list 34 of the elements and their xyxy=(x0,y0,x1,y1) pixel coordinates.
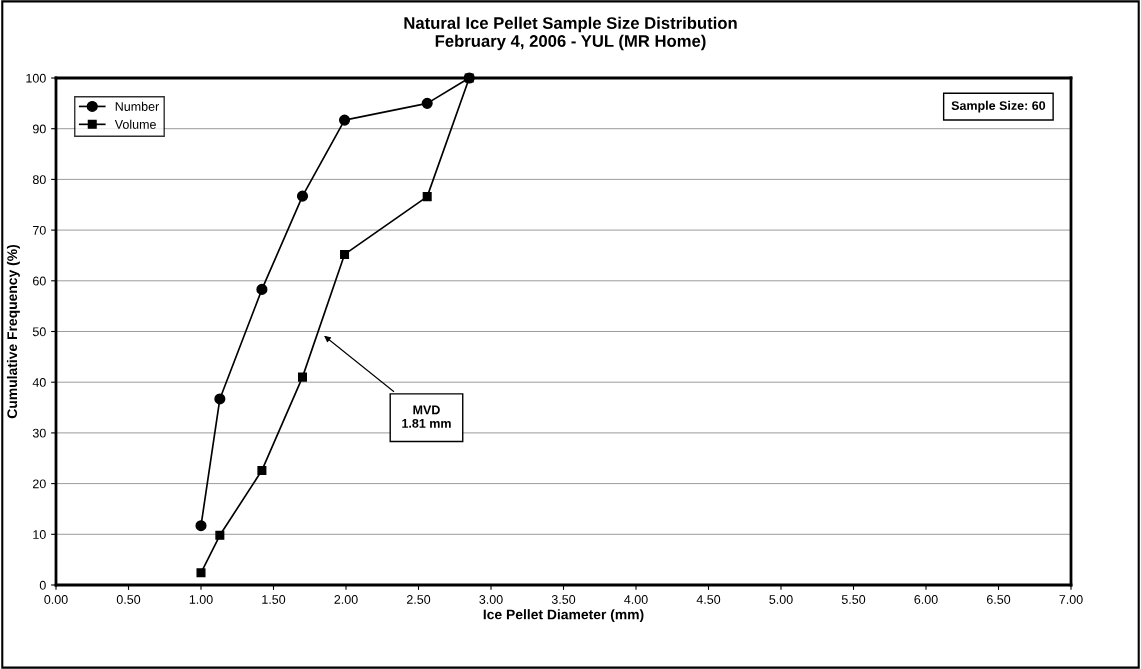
y-tick-label: 0 xyxy=(39,580,46,590)
y-axis-title: Cumulative Frequency (%) xyxy=(6,244,20,419)
y-tick-label: 40 xyxy=(32,378,46,387)
x-tick-label: 2.00 xyxy=(334,595,358,604)
x-tick-label: 4.50 xyxy=(696,595,721,604)
y-tick-label: 60 xyxy=(33,276,46,286)
x-tick-label: 6.50 xyxy=(986,595,1011,604)
x-tick-label: 2.50 xyxy=(406,595,431,604)
x-tick-label: 7.00 xyxy=(1059,595,1083,604)
y-tick-label: 10 xyxy=(33,530,46,539)
chart-subtitle: February 4, 2006 - YUL (MR Home) xyxy=(435,34,706,51)
x-axis-title: Ice Pellet Diameter (mm) xyxy=(483,609,644,623)
x-tick-label: 5.50 xyxy=(841,595,866,604)
y-tick-label: 90 xyxy=(32,124,46,134)
x-tick-label: 0.50 xyxy=(116,595,141,604)
y-tick-label: 20 xyxy=(33,479,46,489)
x-tick-label: 5.00 xyxy=(769,595,793,604)
x-tick-label: 1.50 xyxy=(262,595,286,604)
y-tick-label: 70 xyxy=(33,225,46,235)
y-tick-label: 30 xyxy=(32,428,46,438)
x-tick-label: 1.00 xyxy=(189,595,213,604)
annotation: Sample Size: 60 xyxy=(951,100,1046,113)
y-tick-label: 100 xyxy=(26,73,46,83)
x-tick-label: 0.00 xyxy=(44,595,68,604)
x-tick-label: 6.00 xyxy=(914,595,938,604)
y-tick-label: 50 xyxy=(32,327,46,337)
annotation: MVD 1.81 mm xyxy=(402,405,451,428)
y-tick-label: 80 xyxy=(32,175,46,185)
chart-title: Natural Ice Pellet Sample Size Distribution xyxy=(404,16,737,33)
x-tick-label: 4.00 xyxy=(624,595,648,604)
x-tick-label: 3.00 xyxy=(479,595,503,604)
legend-label: Number xyxy=(115,101,159,111)
x-tick-label: 3.50 xyxy=(551,595,576,604)
legend-label: Volume xyxy=(114,119,156,129)
